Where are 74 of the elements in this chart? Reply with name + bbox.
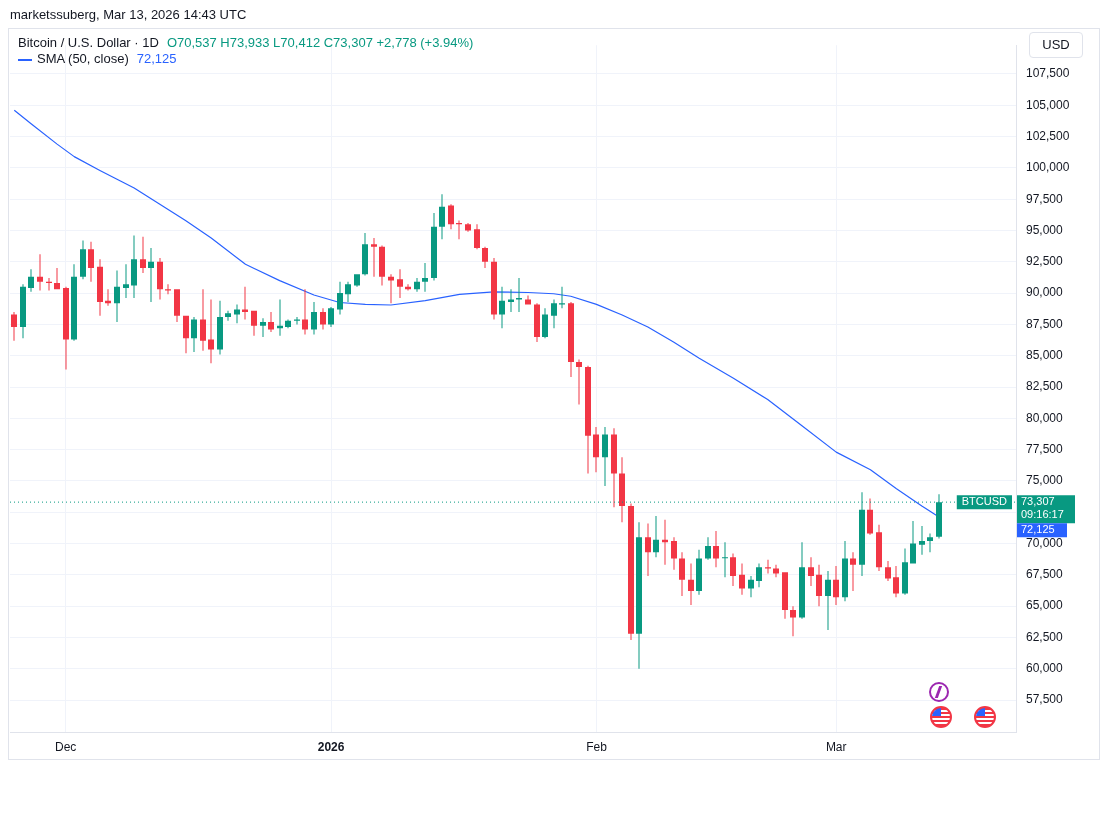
y-tick-label: 60,000 bbox=[1026, 661, 1064, 676]
candlestick bbox=[165, 284, 171, 295]
text: 09:16:17 bbox=[1021, 508, 1064, 521]
candlestick bbox=[662, 519, 668, 565]
x-tick-label: Mar bbox=[825, 740, 847, 755]
candlestick bbox=[242, 286, 248, 320]
candlestick bbox=[713, 531, 719, 568]
chart-subtitle: O70,537 H73,933 L70,412 C73,307 +2,778 (+3.94%) bbox=[166, 35, 474, 50]
candlestick bbox=[200, 289, 206, 351]
candlestick bbox=[234, 304, 240, 324]
candlestick bbox=[131, 235, 137, 299]
x-tick-label: 2026 bbox=[317, 740, 345, 755]
candlestick bbox=[516, 278, 522, 312]
x-tick-label: Feb bbox=[586, 740, 608, 755]
candlestick bbox=[260, 318, 266, 337]
candlestick bbox=[559, 286, 565, 309]
candlestick bbox=[208, 299, 214, 364]
y-tick-label: 97,500 bbox=[1026, 191, 1064, 206]
candlestick bbox=[388, 274, 394, 304]
y-tick-label: 105,000 bbox=[1026, 97, 1070, 112]
y-tick-label: 102,500 bbox=[1026, 128, 1070, 143]
ref-line-label: BTCUSD bbox=[961, 495, 1008, 508]
y-tick-label: 65,000 bbox=[1026, 598, 1064, 613]
candlestick bbox=[123, 264, 129, 299]
text: 73,307 bbox=[1021, 495, 1055, 508]
candlestick bbox=[551, 299, 557, 329]
candlestick bbox=[465, 223, 471, 232]
candlestick bbox=[302, 289, 308, 335]
candlestick bbox=[294, 316, 300, 325]
candlestick bbox=[456, 220, 462, 240]
candlestick bbox=[354, 274, 360, 287]
text: 72,125 bbox=[1021, 523, 1055, 536]
y-tick-label: 67,500 bbox=[1026, 567, 1064, 582]
candlestick bbox=[508, 289, 514, 312]
candlestick bbox=[927, 533, 933, 553]
y-tick-label: 87,500 bbox=[1026, 316, 1064, 331]
text: marketssuberg, Mar 13, 2026 14:43 UTC bbox=[10, 7, 247, 22]
y-tick-label: 107,500 bbox=[1026, 66, 1070, 81]
y-tick-label: 90,000 bbox=[1026, 285, 1064, 300]
annotation: 72,125 bbox=[136, 51, 177, 66]
candlestick bbox=[225, 310, 231, 321]
candlestick bbox=[885, 561, 891, 582]
y-tick-label: 75,000 bbox=[1026, 473, 1064, 488]
chart-title: Bitcoin / U.S. Dollar · 1D bbox=[18, 35, 159, 50]
y-tick-label: 85,000 bbox=[1026, 348, 1064, 363]
candlestick bbox=[37, 254, 43, 291]
candlestick bbox=[705, 537, 711, 560]
candlestick bbox=[576, 359, 582, 405]
candlestick bbox=[893, 566, 899, 598]
candlestick bbox=[140, 236, 146, 274]
candlestick bbox=[422, 263, 428, 292]
candlestick bbox=[371, 238, 377, 277]
y-tick-label: 70,000 bbox=[1026, 535, 1064, 550]
candlestick bbox=[46, 278, 52, 291]
y-tick-label: 77,500 bbox=[1026, 441, 1064, 456]
candlestick bbox=[722, 542, 728, 578]
y-tick-label: 95,000 bbox=[1026, 222, 1064, 237]
y-tick-label: 62,500 bbox=[1026, 629, 1064, 644]
candlestick bbox=[808, 557, 814, 587]
candlestick bbox=[148, 248, 154, 302]
candlestick bbox=[277, 299, 283, 336]
candlestick bbox=[397, 269, 403, 299]
y-tick-label: 92,500 bbox=[1026, 254, 1064, 269]
candlestick bbox=[850, 552, 856, 592]
candlestick bbox=[765, 559, 771, 574]
y-axis-title: USD bbox=[1029, 32, 1083, 58]
y-tick-label: 82,500 bbox=[1026, 379, 1064, 394]
x-tick-label: Dec bbox=[54, 740, 77, 755]
y-tick-label: 57,500 bbox=[1026, 692, 1064, 707]
candlestick bbox=[11, 311, 17, 341]
y-tick-label: 80,000 bbox=[1026, 410, 1064, 425]
legend-label: SMA (50, close) bbox=[37, 51, 129, 66]
y-tick-label: 100,000 bbox=[1026, 160, 1070, 175]
candlestick bbox=[919, 526, 925, 555]
